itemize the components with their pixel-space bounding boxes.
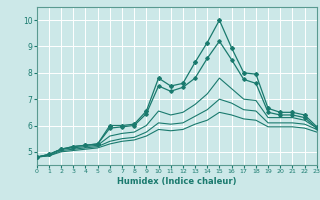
X-axis label: Humidex (Indice chaleur): Humidex (Indice chaleur) (117, 177, 236, 186)
